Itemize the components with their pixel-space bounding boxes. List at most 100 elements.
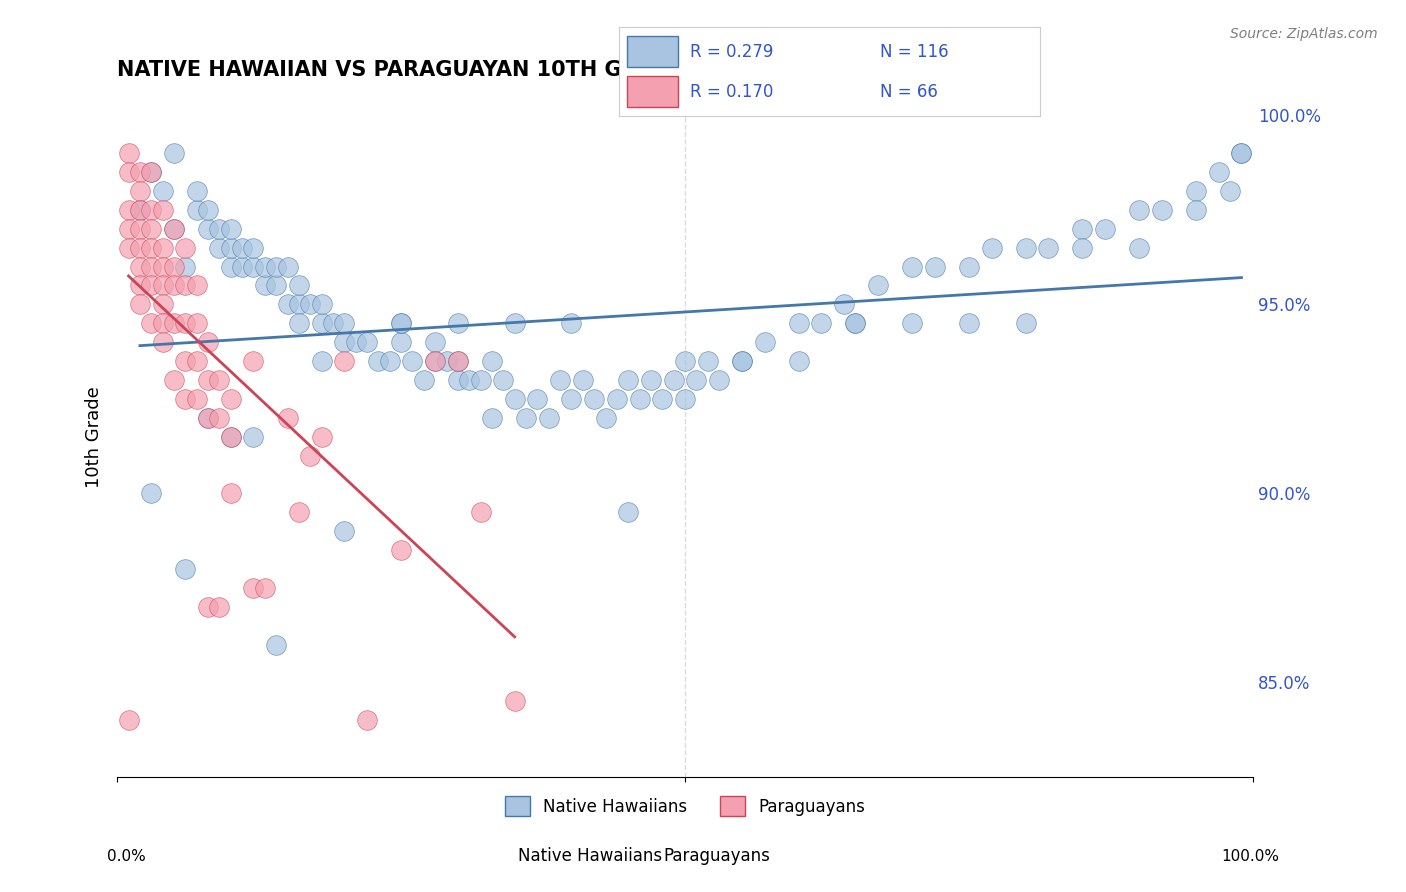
Point: [129, 184, 152, 198]
Point: [1128, 241, 1150, 255]
Point: [163, 221, 186, 235]
Point: [152, 260, 174, 274]
Point: [208, 599, 231, 614]
Point: [868, 278, 890, 293]
Point: [1219, 184, 1241, 198]
Point: [141, 202, 163, 217]
Point: [117, 221, 139, 235]
Point: [186, 354, 208, 368]
Point: [367, 354, 389, 368]
Point: [787, 316, 810, 330]
Point: [219, 486, 242, 500]
Point: [129, 297, 152, 311]
Point: [174, 562, 197, 576]
Text: Paraguayans: Paraguayans: [664, 847, 770, 865]
Point: [1128, 202, 1150, 217]
Point: [242, 241, 264, 255]
Point: [186, 278, 208, 293]
Point: [515, 410, 537, 425]
Point: [152, 316, 174, 330]
Point: [560, 392, 582, 406]
Point: [163, 221, 186, 235]
Point: [492, 373, 515, 387]
Point: [1230, 146, 1253, 161]
Point: [651, 392, 673, 406]
Point: [129, 202, 152, 217]
Point: [311, 297, 333, 311]
Point: [685, 373, 707, 387]
Point: [481, 354, 503, 368]
Point: [141, 260, 163, 274]
Point: [277, 260, 299, 274]
Point: [264, 638, 287, 652]
Point: [141, 486, 163, 500]
Point: [129, 241, 152, 255]
Legend: Native Hawaiians, Paraguayans: Native Hawaiians, Paraguayans: [498, 789, 872, 823]
Point: [980, 241, 1002, 255]
Point: [481, 410, 503, 425]
Point: [333, 354, 356, 368]
Point: [186, 202, 208, 217]
Text: N = 66: N = 66: [880, 83, 938, 101]
Point: [447, 316, 470, 330]
Point: [174, 260, 197, 274]
Point: [197, 221, 219, 235]
FancyBboxPatch shape: [627, 76, 678, 107]
Point: [242, 260, 264, 274]
Point: [277, 410, 299, 425]
Point: [288, 297, 311, 311]
Point: [707, 373, 730, 387]
Point: [425, 335, 447, 350]
Point: [163, 146, 186, 161]
Point: [606, 392, 628, 406]
Point: [141, 278, 163, 293]
Point: [344, 335, 367, 350]
Point: [242, 581, 264, 595]
Point: [299, 297, 322, 311]
Point: [197, 335, 219, 350]
Point: [333, 335, 356, 350]
Point: [141, 241, 163, 255]
Point: [174, 278, 197, 293]
Point: [503, 694, 526, 708]
Point: [560, 316, 582, 330]
Point: [617, 373, 640, 387]
Point: [1094, 221, 1116, 235]
Point: [1185, 202, 1208, 217]
Point: [264, 260, 287, 274]
Point: [152, 241, 174, 255]
Point: [447, 354, 470, 368]
Point: [208, 221, 231, 235]
Point: [447, 354, 470, 368]
Point: [322, 316, 344, 330]
Point: [957, 260, 980, 274]
Point: [810, 316, 832, 330]
Text: 100.0%: 100.0%: [1222, 849, 1279, 863]
Point: [389, 316, 412, 330]
Point: [436, 354, 458, 368]
Point: [673, 354, 696, 368]
Point: [901, 260, 924, 274]
Point: [152, 202, 174, 217]
Point: [174, 316, 197, 330]
Point: [163, 316, 186, 330]
Point: [1185, 184, 1208, 198]
Point: [288, 505, 311, 519]
Point: [219, 392, 242, 406]
Point: [186, 392, 208, 406]
Point: [163, 260, 186, 274]
Point: [333, 316, 356, 330]
Point: [503, 316, 526, 330]
Point: [924, 260, 946, 274]
Point: [389, 543, 412, 558]
Point: [662, 373, 685, 387]
Point: [117, 146, 139, 161]
Point: [356, 335, 378, 350]
Point: [141, 165, 163, 179]
Point: [401, 354, 423, 368]
Point: [219, 430, 242, 444]
Point: [152, 297, 174, 311]
Point: [186, 316, 208, 330]
Point: [731, 354, 754, 368]
Point: [526, 392, 548, 406]
